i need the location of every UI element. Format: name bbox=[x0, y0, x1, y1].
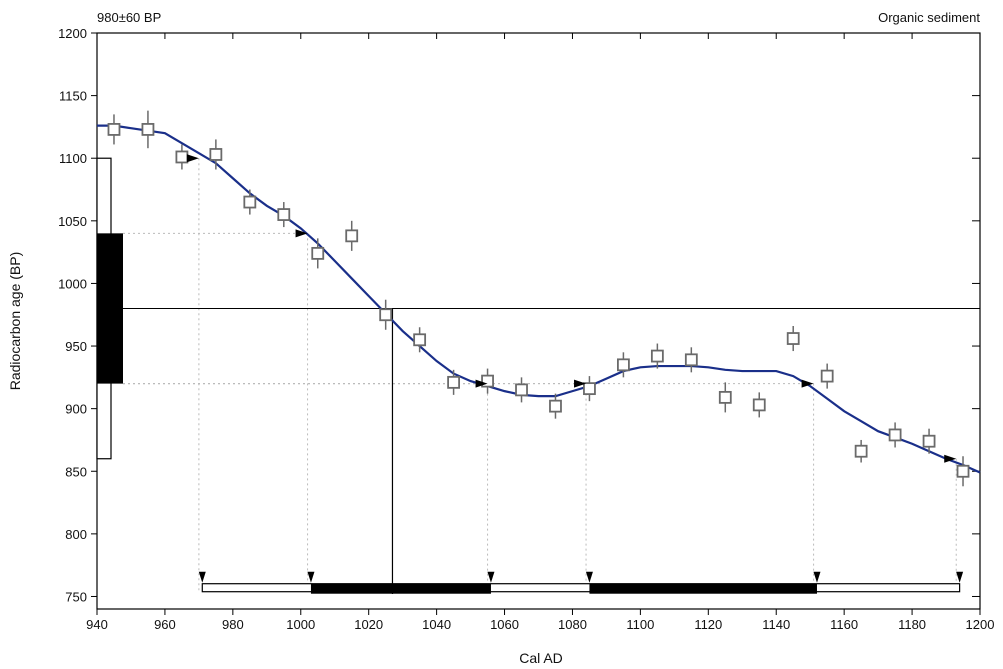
one-sigma-range-bar bbox=[589, 583, 817, 594]
intersection-arrow bbox=[295, 229, 308, 238]
data-point-marker bbox=[583, 382, 596, 396]
x-tick-label: 940 bbox=[86, 617, 108, 632]
data-point-marker bbox=[888, 428, 902, 442]
data-point-marker bbox=[786, 332, 800, 345]
material-label: Organic sediment bbox=[878, 10, 980, 25]
intersection-arrow bbox=[801, 379, 814, 388]
x-tick-label: 1160 bbox=[830, 617, 858, 632]
y-tick-label: 900 bbox=[65, 402, 87, 417]
two-sigma-range-bar bbox=[201, 583, 961, 593]
data-point-marker bbox=[447, 375, 460, 389]
range-boundary-arrow bbox=[198, 571, 206, 583]
y-tick-label: 750 bbox=[65, 589, 87, 604]
x-tick-label: 1180 bbox=[898, 617, 926, 632]
x-axis-title: Cal AD bbox=[519, 650, 563, 666]
data-point-marker bbox=[345, 229, 359, 243]
sample-age-label: 980±60 BP bbox=[97, 10, 161, 25]
data-point-marker bbox=[107, 123, 121, 136]
x-tick-label: 1120 bbox=[694, 617, 722, 632]
data-point-marker bbox=[209, 148, 223, 161]
intersection-arrow bbox=[186, 154, 199, 163]
range-boundary-arrow bbox=[956, 571, 964, 583]
y-tick-label: 1000 bbox=[58, 276, 87, 291]
data-point-marker bbox=[175, 150, 189, 164]
range-boundary-arrow bbox=[585, 571, 593, 583]
intersection-arrow bbox=[574, 379, 587, 388]
data-point-marker bbox=[752, 398, 766, 412]
data-point-marker bbox=[515, 383, 528, 397]
data-point-marker bbox=[922, 434, 936, 448]
data-point-marker bbox=[650, 349, 664, 363]
y-tick-label: 1200 bbox=[58, 26, 87, 41]
x-tick-label: 1100 bbox=[626, 617, 654, 632]
plot-frame bbox=[96, 32, 981, 610]
plot-area: 940 960 980 1000 1020 1040 1060 1080 1100 1120 114… bbox=[58, 26, 994, 632]
data-point-marker bbox=[854, 444, 868, 458]
calibration-curve bbox=[97, 124, 981, 474]
x-tick-label: 1060 bbox=[490, 617, 519, 632]
data-point-marker bbox=[549, 399, 562, 413]
y-tick-label: 1150 bbox=[59, 89, 87, 104]
data-point-marker bbox=[141, 123, 155, 136]
y-tick-label: 800 bbox=[65, 527, 87, 542]
data-point-marker bbox=[243, 195, 257, 209]
y-tick-label: 950 bbox=[65, 339, 87, 354]
data-point-marker bbox=[311, 246, 325, 260]
data-point-marker bbox=[379, 308, 393, 322]
one-sigma-age-bar bbox=[97, 233, 123, 384]
data-point-marker bbox=[820, 369, 834, 383]
x-tick-label: 1000 bbox=[286, 617, 315, 632]
range-boundary-arrow bbox=[487, 571, 495, 583]
x-tick-label: 1020 bbox=[354, 617, 383, 632]
data-point-marker bbox=[718, 390, 732, 404]
range-boundary-arrow bbox=[813, 571, 821, 583]
x-tick-label: 1080 bbox=[558, 617, 587, 632]
x-tick-label: 980 bbox=[222, 617, 244, 632]
x-tick-label: 1200 bbox=[966, 617, 995, 632]
x-tick-label: 1140 bbox=[762, 617, 790, 632]
y-tick-label: 850 bbox=[65, 464, 87, 479]
one-sigma-range-bar bbox=[310, 583, 491, 594]
data-point-marker bbox=[481, 374, 494, 388]
x-tick-label: 960 bbox=[154, 617, 176, 632]
data-point-marker bbox=[413, 333, 427, 347]
intersection-arrow bbox=[475, 379, 488, 388]
intersection-arrow bbox=[944, 454, 957, 463]
range-boundary-arrow bbox=[307, 571, 315, 583]
x-tick-label: 1040 bbox=[422, 617, 451, 632]
data-point-marker bbox=[617, 358, 630, 372]
data-point-marker bbox=[684, 353, 698, 367]
data-point-marker bbox=[277, 208, 291, 221]
data-point-marker bbox=[956, 464, 970, 478]
y-tick-label: 1100 bbox=[59, 151, 87, 166]
y-axis-title: Radiocarbon age (BP) bbox=[7, 252, 23, 391]
y-tick-label: 1050 bbox=[58, 214, 87, 229]
